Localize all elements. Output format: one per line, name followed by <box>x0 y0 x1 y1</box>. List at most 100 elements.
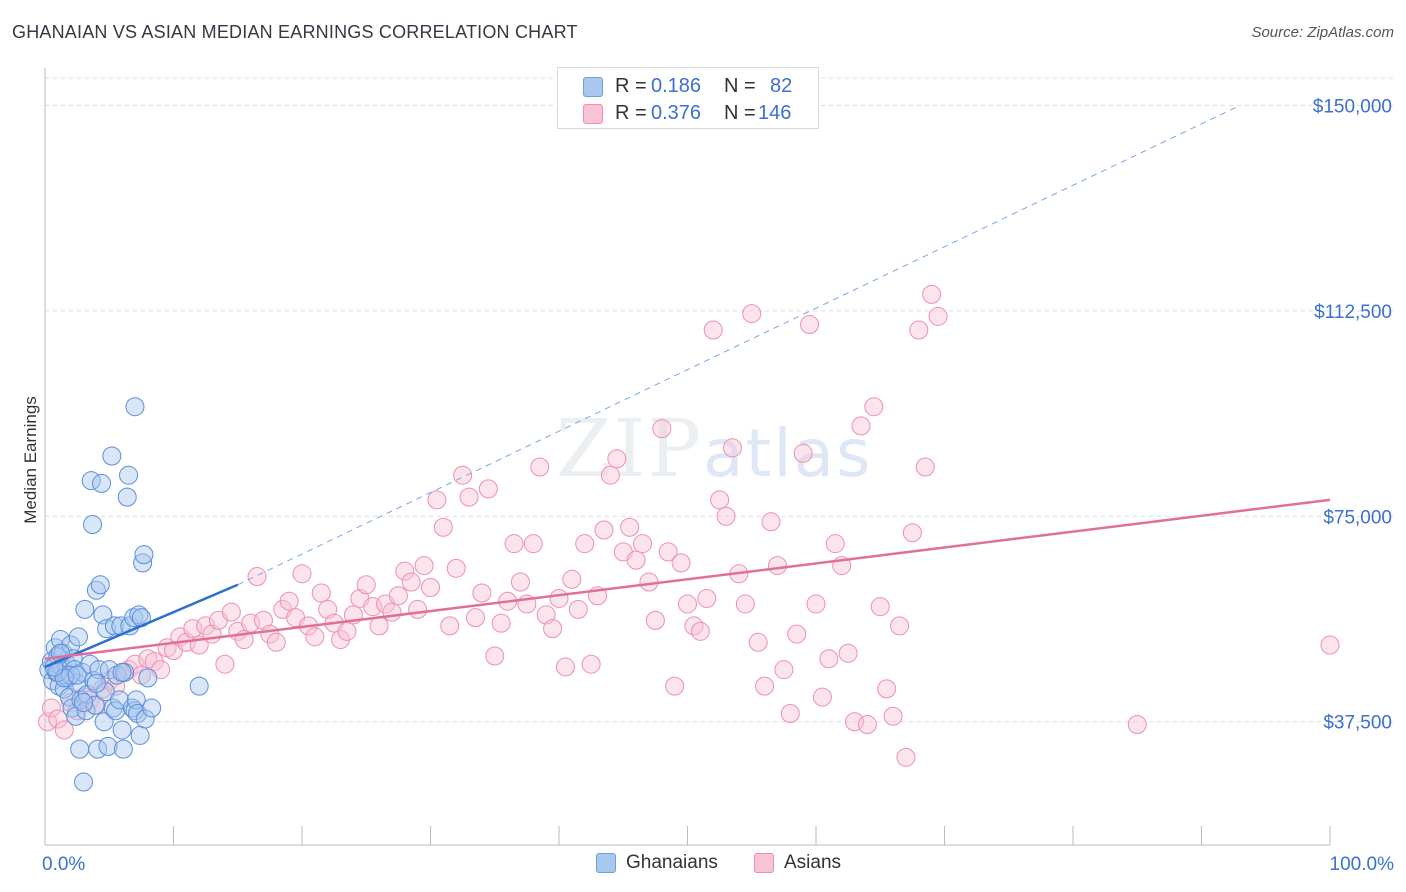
ghanaians-point <box>74 772 94 792</box>
asians-point <box>806 594 826 614</box>
ghanaians-label: Ghanaians <box>626 852 718 873</box>
asians-point <box>491 613 511 633</box>
asians-point <box>433 517 453 537</box>
asians-point <box>523 534 543 554</box>
y-tick-label: $112,500 <box>1314 302 1392 323</box>
asians-point <box>652 419 672 439</box>
asians-point <box>247 567 267 587</box>
asians-point <box>877 679 897 699</box>
asians-point <box>395 561 415 581</box>
asians-point <box>41 698 61 718</box>
asians-point <box>305 627 325 647</box>
watermark: ZIPatlas <box>556 402 873 495</box>
asians-point <box>453 465 473 485</box>
y-tick-label: $75,000 <box>1323 507 1392 528</box>
legend-n-label: N = <box>724 75 756 97</box>
ghanaians-point <box>125 397 145 417</box>
ghanaians-point <box>112 662 132 682</box>
ghanaians-point <box>134 545 154 565</box>
asians-point <box>851 416 871 436</box>
ghanaians-point <box>133 553 153 573</box>
asians-point <box>793 443 813 463</box>
asians-point <box>671 553 691 573</box>
asians-point <box>825 534 845 554</box>
asians-point <box>510 572 530 592</box>
asians-point <box>215 654 235 674</box>
asians-point <box>414 556 434 576</box>
asians-point <box>1320 635 1340 655</box>
asians-point <box>620 517 640 537</box>
asians-swatch <box>754 853 774 873</box>
asians-point <box>446 558 466 578</box>
asians-point <box>54 720 74 740</box>
ghanaians-point <box>106 701 126 721</box>
asians-point <box>787 624 807 644</box>
asians-point <box>896 747 916 767</box>
asians-point <box>356 575 376 595</box>
axis-labels: $37,500 $75,000 $112,500 $150,000 0.0% 100.0%… <box>21 96 1394 875</box>
source-label: Source: ZipAtlas.com <box>1251 24 1394 41</box>
ghanaians-point <box>104 616 124 636</box>
asians-point <box>665 676 685 696</box>
asians-point <box>581 654 601 674</box>
asians-point <box>472 583 492 603</box>
asians-point <box>388 586 408 606</box>
asians-point <box>401 572 421 592</box>
asians-point <box>568 599 588 619</box>
ghanaians-point <box>67 665 87 685</box>
asians-point <box>459 487 479 507</box>
asians-point <box>761 512 781 532</box>
asians-point <box>915 457 935 477</box>
x-tick-label-min: 0.0% <box>42 854 85 875</box>
asians-point <box>594 520 614 540</box>
ghanaians-point <box>112 720 132 740</box>
legend-swatch-asians <box>583 104 603 124</box>
watermark-zip: ZIP <box>556 402 704 495</box>
asians-point <box>408 599 428 619</box>
axes <box>44 68 1331 846</box>
asians-point <box>755 676 775 696</box>
ghanaians-point <box>189 676 209 696</box>
ghanaians-point <box>117 487 137 507</box>
asians-point <box>928 306 948 326</box>
asians-point <box>337 621 357 641</box>
asians-point <box>722 438 742 458</box>
watermark-atlas: atlas <box>703 415 873 492</box>
ghanaians-point <box>71 690 91 710</box>
asians-point <box>311 583 331 603</box>
ghanaians-point <box>102 446 122 466</box>
asians-point <box>742 304 762 324</box>
asians-point <box>735 594 755 614</box>
asians-point <box>774 660 794 680</box>
asians-point <box>710 490 730 510</box>
ghanaians-point <box>129 605 149 625</box>
asians-point <box>800 315 820 335</box>
ghanaians-point <box>138 668 158 688</box>
asians-point <box>767 556 787 576</box>
ghanaians-point <box>98 736 118 756</box>
y-tick-label: $150,000 <box>1313 96 1392 117</box>
asians-point <box>870 597 890 617</box>
asians-point <box>864 397 884 417</box>
asians-point <box>562 569 582 589</box>
asians-point <box>382 602 402 622</box>
ghanaians-point <box>70 739 90 759</box>
ghanaians-point <box>92 473 112 493</box>
asians-point <box>838 643 858 663</box>
ghanaians-point <box>107 665 127 685</box>
asians-point <box>504 534 524 554</box>
y-axis-label: Median Earnings <box>21 396 40 524</box>
legend-r-label: R = <box>615 75 647 97</box>
asians-point <box>678 594 697 614</box>
asians-point <box>909 320 929 340</box>
asians-point <box>716 506 736 526</box>
ghanaians-point <box>94 712 114 732</box>
asians-point <box>465 608 485 628</box>
asians-point <box>543 619 563 639</box>
asians-point <box>549 588 569 608</box>
ghanaians-point <box>80 654 100 674</box>
asians-point <box>890 616 910 636</box>
asians-point <box>485 646 505 666</box>
asians-point <box>440 616 460 636</box>
ghanaians-point <box>90 575 110 595</box>
